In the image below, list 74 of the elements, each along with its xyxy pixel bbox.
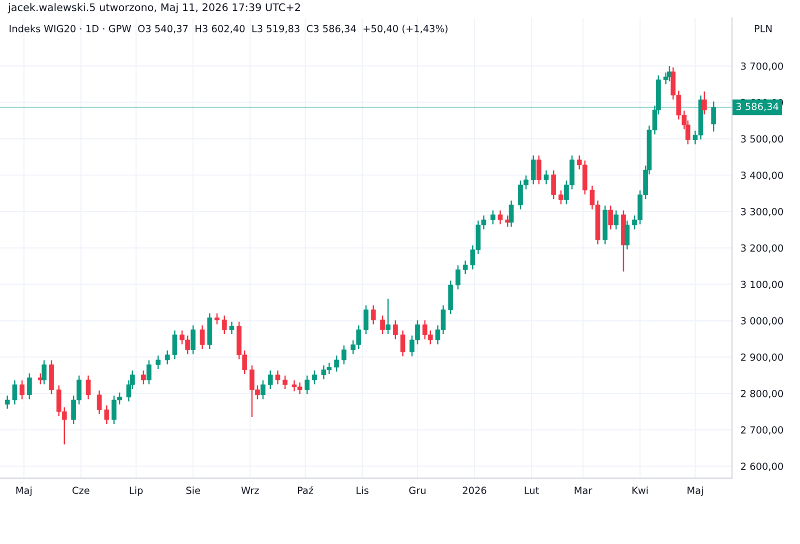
candlestick	[456, 264, 460, 290]
candlestick	[86, 374, 91, 400]
candlestick	[190, 324, 196, 355]
candlestick	[42, 360, 47, 385]
text: PLN	[754, 25, 772, 32]
candlestick	[462, 260, 468, 275]
candlestick	[386, 298, 390, 335]
candlestick	[342, 344, 346, 365]
candlestick	[20, 380, 24, 400]
x-tick-label: Cze	[72, 486, 90, 494]
x-tick-label: Gru	[409, 486, 426, 494]
candlestick	[400, 330, 406, 357]
y-tick-label: 2 600,00	[741, 462, 783, 471]
x-tick-label: Maj	[16, 486, 32, 496]
candlestick	[551, 170, 556, 200]
y-tick-label: 2 800,00	[741, 390, 783, 398]
candlestick	[275, 370, 280, 385]
x-tick-label: Sie	[186, 486, 200, 494]
y-tick-label: 3 200,00	[741, 244, 783, 253]
text: Indeks WIG20 · 1D · GPW O3 540,37 H3 602,40 L3 519,83 C3 586,34 +50,40 (+1,43%)	[10, 24, 448, 34]
candlestick	[530, 154, 536, 185]
candlestick	[304, 374, 310, 395]
candlestick	[260, 380, 266, 400]
candlestick	[164, 350, 170, 365]
candlestick	[624, 220, 630, 250]
candlestick	[364, 304, 368, 335]
candlestick	[498, 210, 503, 225]
candlestick	[222, 314, 227, 335]
y-tick-label: 3 000,00	[741, 317, 783, 326]
candlestick	[156, 354, 161, 370]
candlestick	[508, 200, 514, 228]
candlestick	[490, 210, 496, 225]
candlestick	[334, 354, 339, 372]
y-tick-label: 2 700,00	[741, 426, 783, 435]
candlestick	[544, 170, 549, 185]
x-tick-label: Maj	[688, 486, 703, 496]
candlestick	[4, 394, 10, 410]
x-tick-label: 2026	[462, 486, 486, 494]
candlestick	[711, 100, 716, 132]
candlestick	[380, 314, 385, 335]
x-tick-label: Paź	[298, 486, 314, 494]
x-tick-label: Lip	[130, 486, 143, 496]
y-tick-label: 3 100,00	[741, 280, 783, 290]
candlestick	[614, 210, 619, 230]
candlestick	[27, 372, 32, 400]
candlestick	[268, 370, 273, 390]
y-tick-label: 3 500,00	[741, 135, 783, 144]
candlestick	[536, 154, 542, 185]
candlestick	[172, 330, 178, 360]
candlestick	[229, 321, 234, 335]
x-tick-label: Kwi	[632, 486, 648, 494]
candlestick	[214, 312, 220, 325]
candlestick	[393, 320, 398, 340]
chart-subtitle: jacek.walewski.5 utworzono, Maj 11, 2026 17:39 UTC+2	[8, 3, 300, 14]
candlestick	[312, 370, 317, 385]
y-tick-label: 3 300,00	[741, 208, 783, 216]
candlestick	[96, 390, 102, 415]
x-tick-label: Mar	[574, 486, 592, 494]
candlestick	[702, 90, 707, 115]
x-tick-label: Lis	[356, 486, 368, 494]
candlestick	[141, 370, 146, 385]
candlestick	[104, 404, 110, 425]
y-tick-label: 2 900,00	[741, 354, 783, 362]
y-tick-label: 3 400,00	[741, 172, 783, 180]
candlestick	[200, 324, 205, 350]
candlestick	[608, 205, 614, 230]
x-tick-label: Wrz	[241, 486, 259, 494]
candlestick	[282, 374, 288, 390]
x-tick-label: Lut	[524, 486, 539, 494]
candlestick	[146, 360, 152, 385]
y-tick-label: 3 700,00	[741, 62, 783, 71]
candlestick	[370, 304, 376, 325]
candlestick	[12, 380, 18, 405]
candlestick	[558, 190, 564, 205]
